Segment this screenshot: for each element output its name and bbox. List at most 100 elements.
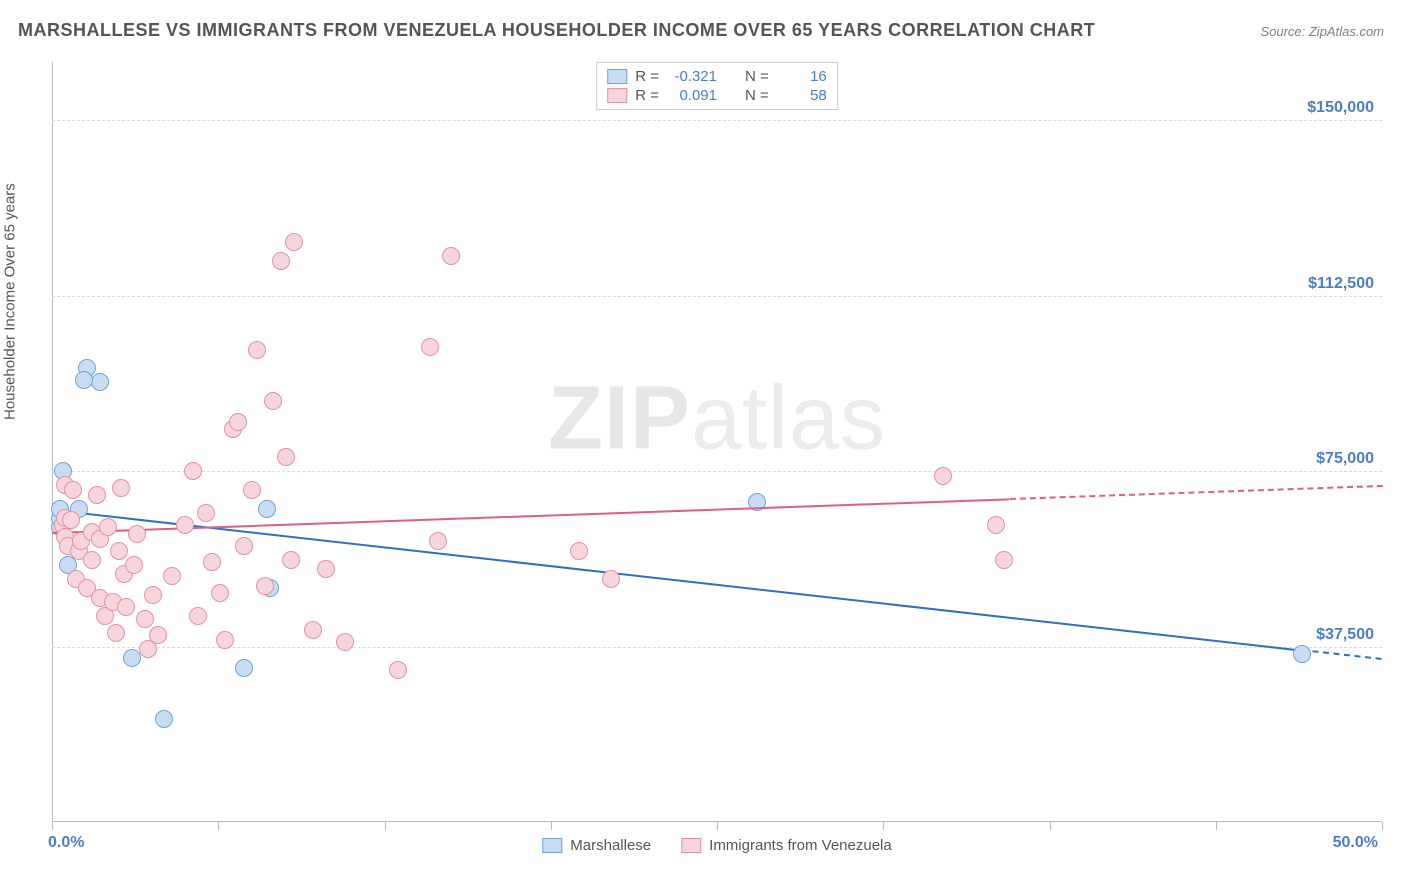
data-point [123, 649, 141, 667]
data-point [216, 631, 234, 649]
legend-swatch [607, 88, 627, 103]
data-point [110, 542, 128, 560]
correlation-legend-row: R = -0.321 N = 16 [607, 67, 827, 86]
x-tick [385, 822, 386, 830]
data-point [285, 233, 303, 251]
x-axis-max-label: 50.0% [1333, 834, 1378, 852]
chart-title: MARSHALLESE VS IMMIGRANTS FROM VENEZUELA… [18, 20, 1095, 41]
data-point [128, 525, 146, 543]
data-point [235, 537, 253, 555]
data-point [442, 247, 460, 265]
data-point [99, 518, 117, 536]
data-point [282, 551, 300, 569]
legend-r-value: -0.321 [667, 68, 717, 85]
y-tick-label: $112,500 [1308, 275, 1374, 293]
data-point [248, 341, 266, 359]
x-tick [717, 822, 718, 830]
data-point [602, 570, 620, 588]
source-attribution: Source: ZipAtlas.com [1260, 24, 1384, 39]
series-legend: Marshallese Immigrants from Venezuela [542, 837, 891, 854]
data-point [1293, 645, 1311, 663]
data-point [987, 516, 1005, 534]
data-point [277, 448, 295, 466]
data-point [934, 467, 952, 485]
series-name: Immigrants from Venezuela [709, 837, 892, 854]
x-tick [1050, 822, 1051, 830]
correlation-legend-row: R = 0.091 N = 58 [607, 86, 827, 105]
plot-area: $37,500 $75,000 $112,500 $150,000 [52, 62, 1382, 822]
data-point [317, 560, 335, 578]
data-point [336, 633, 354, 651]
data-point [88, 486, 106, 504]
gridline [52, 647, 1382, 648]
y-axis-line [52, 62, 53, 822]
data-point [256, 577, 274, 595]
x-tick [218, 822, 219, 830]
legend-r-value: 0.091 [667, 87, 717, 104]
gridline [52, 296, 1382, 297]
data-point [184, 462, 202, 480]
data-point [64, 481, 82, 499]
y-axis-label: Householder Income Over 65 years [2, 183, 19, 420]
data-point [83, 551, 101, 569]
legend-r-label: R = [635, 68, 659, 85]
legend-swatch [607, 69, 627, 84]
data-point [258, 500, 276, 518]
series-legend-item: Immigrants from Venezuela [681, 837, 892, 854]
legend-n-value: 58 [777, 87, 827, 104]
scatter-chart: ZIPatlas $37,500$75,000$112,500$150,000 … [52, 62, 1382, 822]
data-point [112, 479, 130, 497]
data-point [149, 626, 167, 644]
x-tick [883, 822, 884, 830]
data-point [144, 586, 162, 604]
x-tick [551, 822, 552, 830]
x-tick [1216, 822, 1217, 830]
legend-swatch [542, 838, 562, 853]
gridline [52, 120, 1382, 121]
data-point [272, 252, 290, 270]
data-point [229, 413, 247, 431]
x-axis-min-label: 0.0% [48, 834, 84, 852]
data-point [264, 392, 282, 410]
data-point [125, 556, 143, 574]
data-point [995, 551, 1013, 569]
data-point [163, 567, 181, 585]
y-tick-label: $75,000 [1316, 450, 1374, 468]
y-tick-label: $37,500 [1316, 626, 1374, 644]
data-point [62, 511, 80, 529]
gridline [52, 471, 1382, 472]
data-point [155, 710, 173, 728]
data-point [107, 624, 125, 642]
legend-swatch [681, 838, 701, 853]
data-point [243, 481, 261, 499]
data-point [389, 661, 407, 679]
data-point [429, 532, 447, 550]
x-tick [1382, 822, 1383, 830]
data-point [235, 659, 253, 677]
series-legend-item: Marshallese [542, 837, 651, 854]
trend-line [52, 509, 1302, 652]
data-point [211, 584, 229, 602]
legend-r-label: R = [635, 87, 659, 104]
data-point [197, 504, 215, 522]
data-point [91, 373, 109, 391]
series-name: Marshallese [570, 837, 651, 854]
data-point [421, 338, 439, 356]
data-point [136, 610, 154, 628]
data-point [176, 516, 194, 534]
data-point [189, 607, 207, 625]
data-point [570, 542, 588, 560]
legend-n-label: N = [745, 87, 769, 104]
trend-line [1010, 485, 1382, 500]
data-point [304, 621, 322, 639]
legend-n-label: N = [745, 68, 769, 85]
y-tick-label: $150,000 [1307, 99, 1374, 117]
data-point [75, 371, 93, 389]
correlation-legend: R = -0.321 N = 16 R = 0.091 N = 58 [596, 62, 838, 110]
data-point [203, 553, 221, 571]
trend-line [1302, 649, 1382, 660]
x-tick [52, 822, 53, 830]
data-point [117, 598, 135, 616]
trend-line [52, 498, 1010, 534]
legend-n-value: 16 [777, 68, 827, 85]
